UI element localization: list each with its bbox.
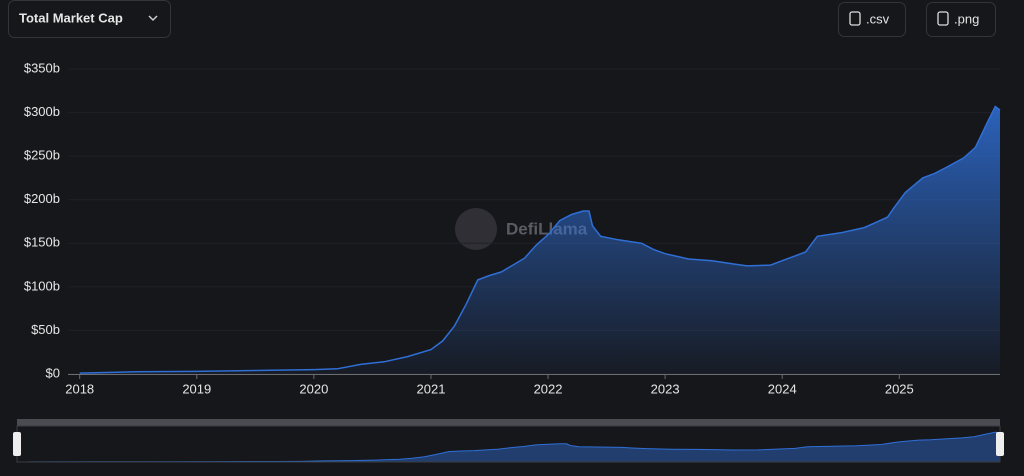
y-tick-label: $250b <box>24 148 60 163</box>
x-tick-label: 2022 <box>534 381 563 396</box>
dropdown-label: Total Market Cap <box>19 10 123 25</box>
file-icon <box>849 11 861 26</box>
x-tick-label: 2025 <box>885 381 914 396</box>
csv-button[interactable] <box>838 2 906 37</box>
chevron <box>148 15 158 22</box>
png-button[interactable] <box>926 2 996 37</box>
x-tick-label: 2021 <box>417 381 446 396</box>
y-tick-label: $0 <box>46 365 60 380</box>
x-tick-label: 2019 <box>182 381 211 396</box>
brush-bar[interactable] <box>17 419 1000 426</box>
x-tick-label: 2023 <box>651 381 680 396</box>
x-tick-label: 2024 <box>768 381 797 396</box>
png-label: .png <box>954 11 979 26</box>
line <box>79 105 1001 374</box>
x-tick-label: 2020 <box>299 381 328 396</box>
brush-handle[interactable] <box>996 432 1004 456</box>
file-icon <box>937 11 949 26</box>
y-tick-label: $150b <box>24 235 60 250</box>
dropdown[interactable] <box>8 0 171 38</box>
y-tick-label: $200b <box>24 191 60 206</box>
csv-label: .csv <box>866 11 890 26</box>
x-tick-label: 2018 <box>65 381 94 396</box>
brush-handle[interactable] <box>13 432 21 456</box>
y-tick-label: $350b <box>24 60 60 75</box>
brush-area <box>28 431 1001 463</box>
y-tick-label: $300b <box>24 104 60 119</box>
watermark-logo <box>455 208 497 250</box>
area <box>79 106 1000 374</box>
y-tick-label: $50b <box>31 322 60 337</box>
y-tick-label: $100b <box>24 278 60 293</box>
